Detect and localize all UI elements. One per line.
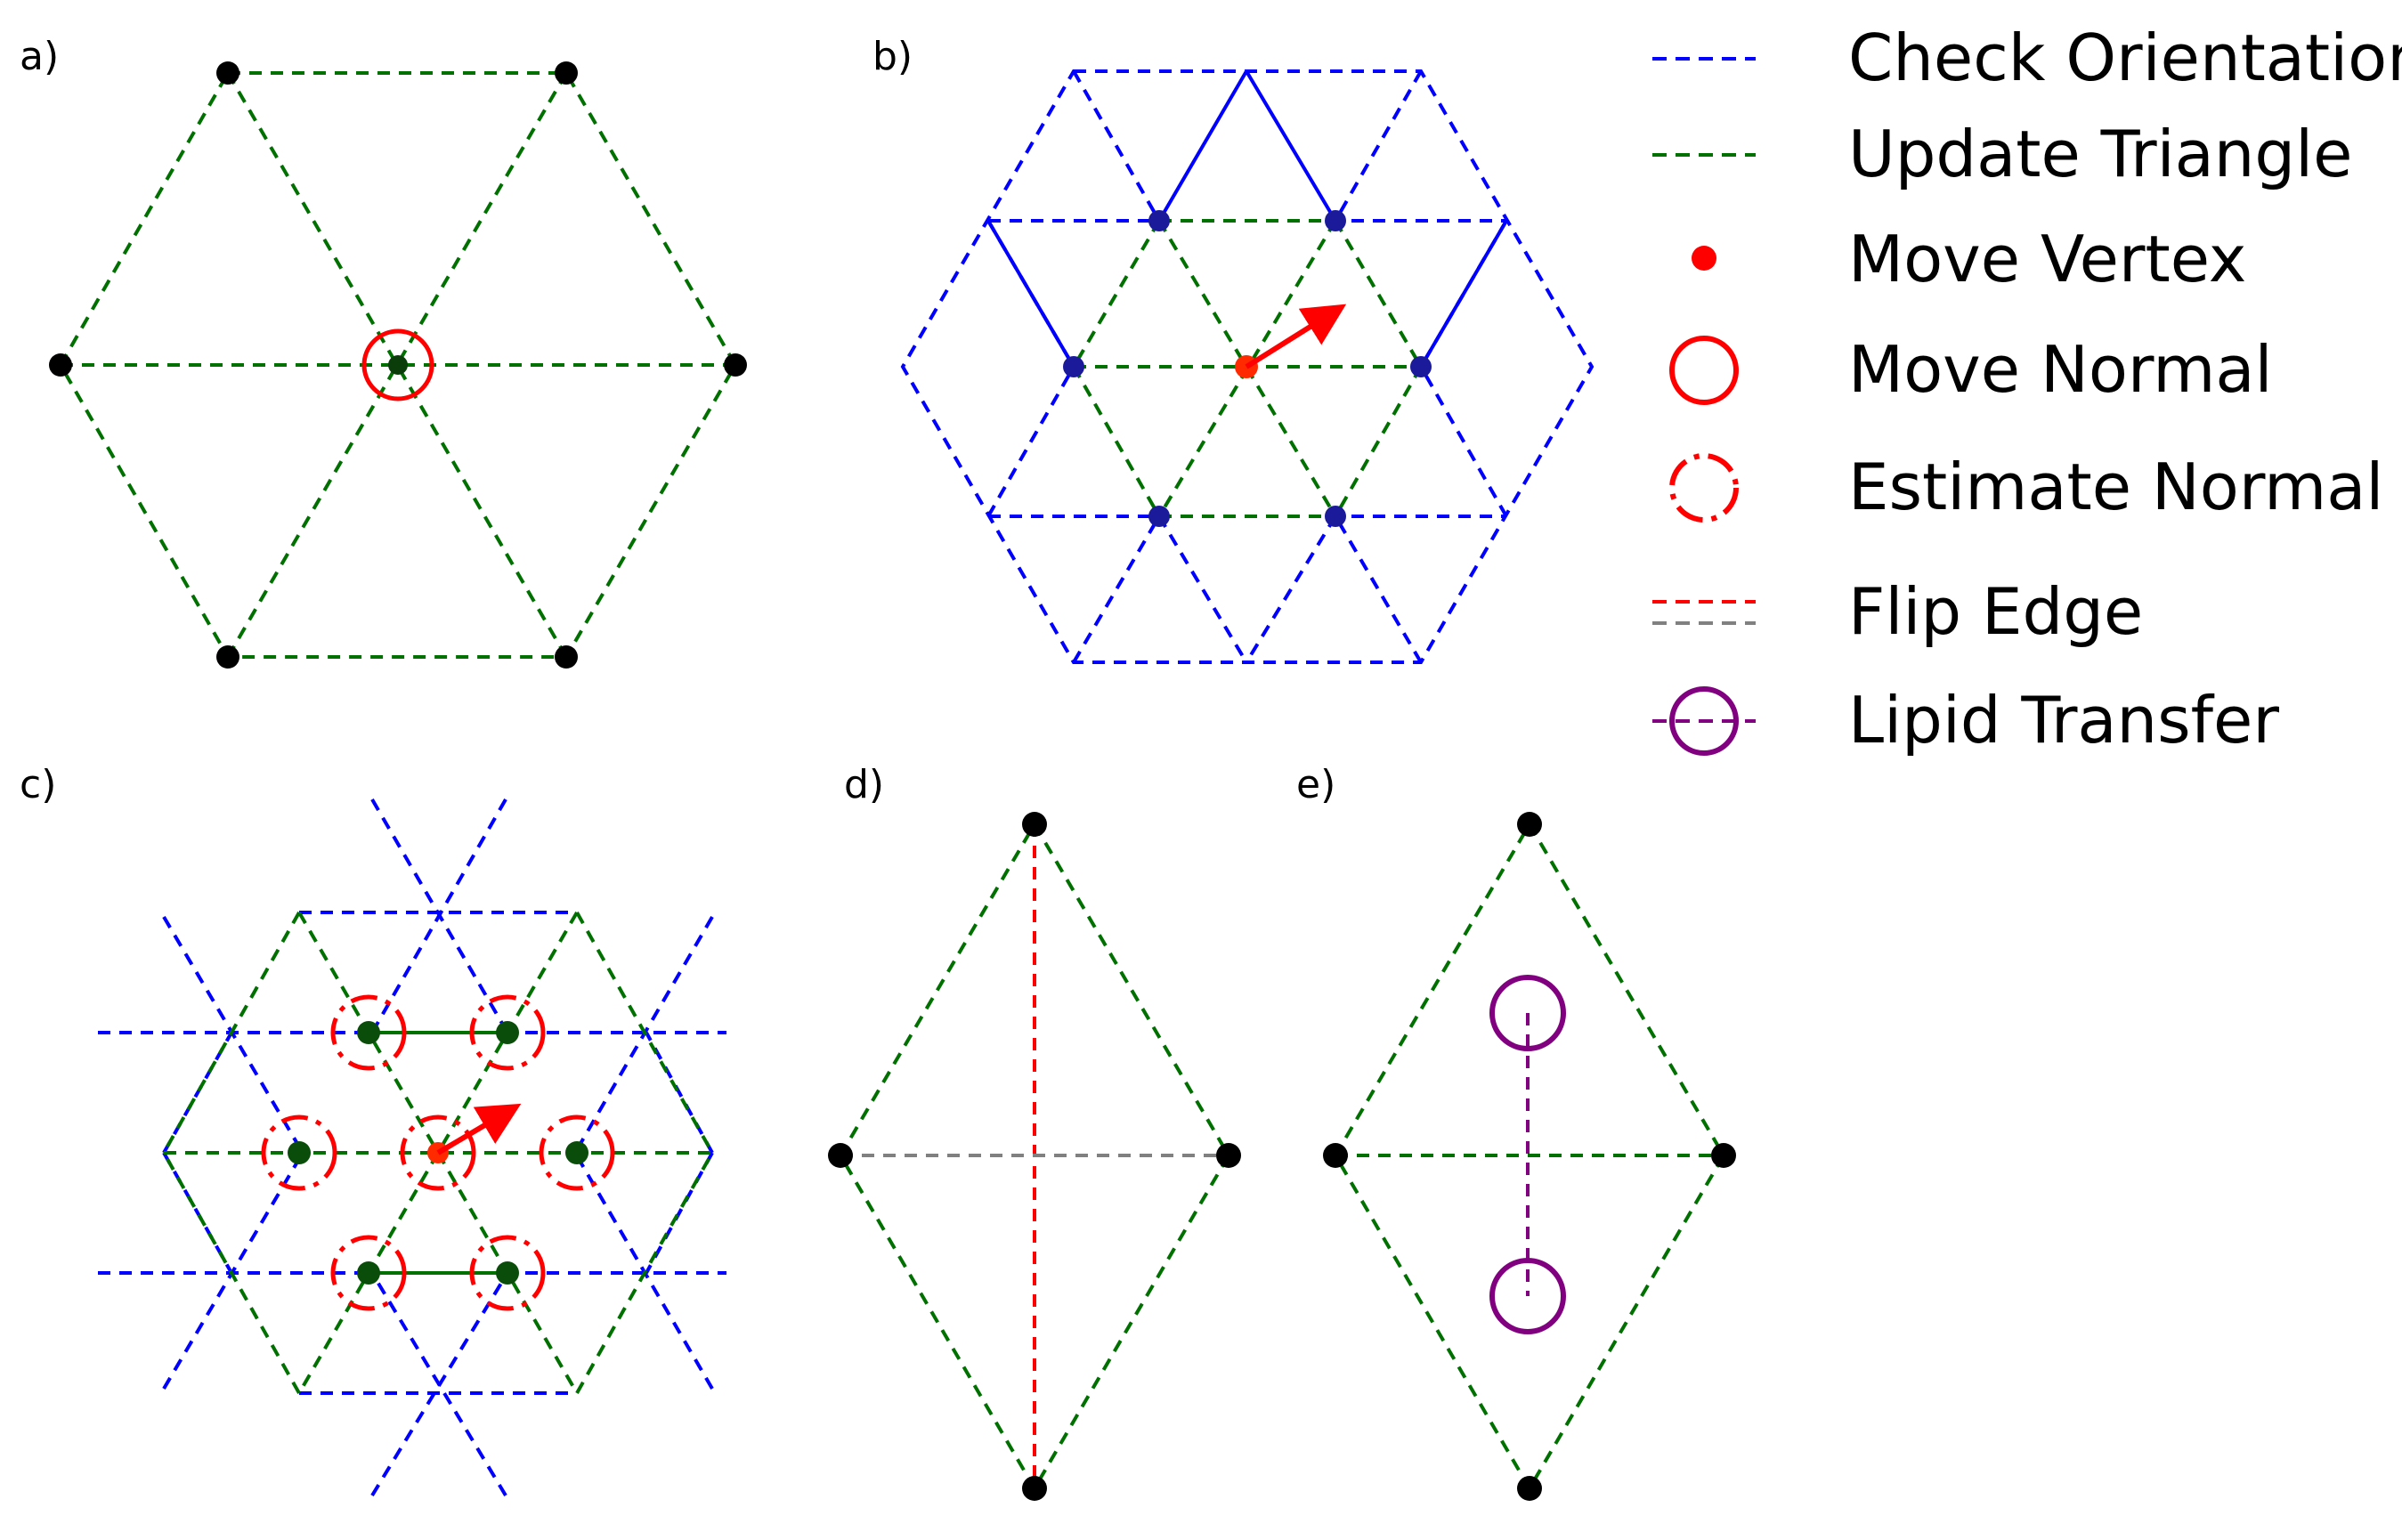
panel-a-move-normal-circle [361, 328, 434, 401]
vertex [1325, 506, 1346, 527]
panel-d-vertices [828, 812, 1241, 1501]
legend-estimate-normal-label: Estimate Normal [1848, 450, 2383, 524]
panel-c-estimate-normal-circles [261, 994, 615, 1311]
vertex [1323, 1143, 1348, 1168]
panel-b-solid-edges [986, 69, 1508, 369]
vertex [1517, 812, 1542, 837]
vertex [1325, 210, 1346, 231]
vertex [1410, 356, 1432, 377]
legend-update-triangle-label: Update Triangle [1848, 117, 2352, 191]
panel-a-label: a) [20, 34, 59, 79]
legend-check-orientation-label: Check Orientation [1848, 20, 2402, 95]
vertex [1216, 1143, 1241, 1168]
legend-flip-edge-label: Flip Edge [1848, 574, 2143, 649]
panel-e-label: e) [1296, 762, 1335, 807]
vertex [555, 61, 578, 85]
vertex [828, 1143, 853, 1168]
vertex [49, 353, 72, 377]
vertex [496, 1261, 519, 1285]
legend-move-normal-symbol [1669, 336, 1739, 405]
estimate-normal-circle [469, 1235, 546, 1311]
panel-a-spoke [226, 71, 568, 659]
panel-a-spoke [226, 71, 568, 659]
panel-c-vertices [288, 1021, 588, 1285]
legend-lipid-transfer-label: Lipid Transfer [1848, 683, 2279, 758]
panel-e [1333, 821, 1726, 1492]
vertex [1063, 356, 1084, 377]
vertex [1022, 1476, 1047, 1501]
panel-b-label: b) [872, 34, 913, 79]
vertex [1711, 1143, 1736, 1168]
vertex [555, 645, 578, 669]
panel-c-move-arrow [436, 1103, 522, 1155]
panel-a-vertices [49, 61, 747, 669]
vertex [1022, 812, 1047, 837]
vertex [1148, 210, 1170, 231]
panel-c-solid-edges [369, 1031, 507, 1275]
panel-d [838, 821, 1231, 1492]
estimate-normal-circle [330, 1235, 407, 1311]
vertex [288, 1141, 311, 1164]
vertex [357, 1261, 380, 1285]
estimate-normal-circle [539, 1114, 615, 1191]
panel-b-move-arrow [1245, 304, 1347, 369]
panel-b-vertices [1063, 210, 1432, 527]
vertex [357, 1021, 380, 1044]
estimate-normal-circle [261, 1114, 337, 1191]
vertex [565, 1141, 588, 1164]
vertex [724, 353, 747, 377]
legend-move-normal-label: Move Normal [1848, 332, 2272, 407]
panel-c-check-orientation-edges [98, 798, 726, 1497]
estimate-normal-circle [469, 994, 546, 1071]
vertex [1148, 506, 1170, 527]
panel-d-label: d) [844, 762, 884, 807]
lipid-circle [1489, 975, 1566, 1051]
legend-move-vertex-label: Move Vertex [1848, 222, 2246, 296]
panel-e-vertices [1323, 812, 1736, 1501]
vertex [216, 61, 239, 85]
legend-estimate-normal-symbol [1669, 453, 1739, 523]
center-vertex [388, 355, 408, 375]
vertex [216, 645, 239, 669]
legend-move-vertex-symbol [1692, 246, 1716, 271]
lipid-circle [1489, 1258, 1566, 1334]
vertex [496, 1021, 519, 1044]
panel-e-lipid-circles [1489, 975, 1566, 1334]
panel-c-label: c) [20, 762, 56, 807]
vertex [1517, 1476, 1542, 1501]
estimate-normal-circle [330, 994, 407, 1071]
estimate-normal-circle [400, 1114, 476, 1191]
legend: Check Orientation Update Triangle Move V… [1652, 20, 2402, 758]
